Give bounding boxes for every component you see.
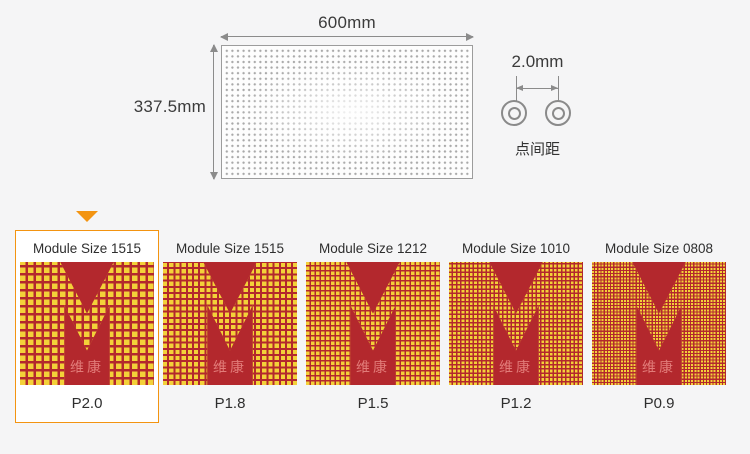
module-card-p2-0[interactable]: Module Size 1515 维康 P2.0 xyxy=(20,240,154,413)
width-dimension-label: 600mm xyxy=(318,13,376,32)
module-title: Module Size 1515 xyxy=(32,241,142,256)
pitch-label: P1.5 xyxy=(357,395,389,412)
height-arrow xyxy=(209,44,218,180)
pitch-label: P0.9 xyxy=(643,395,675,412)
watermark-text: 维康 xyxy=(70,360,104,376)
pitch-label: P2.0 xyxy=(71,395,103,412)
panel-highlight xyxy=(222,46,472,178)
watermark-text: 维康 xyxy=(356,360,390,376)
module-title: Module Size 1010 xyxy=(461,241,571,256)
height-dimension-label: 337.5mm xyxy=(133,97,206,116)
watermark-text: 维康 xyxy=(499,360,533,376)
pitch-tick-right xyxy=(558,76,559,102)
pitch-caption: 点间距 xyxy=(514,141,560,158)
watermark-text: 维康 xyxy=(213,360,247,376)
pitch-label: P1.8 xyxy=(214,395,246,412)
module-title: Module Size 1212 xyxy=(318,241,428,256)
module-card-p1-2[interactable]: Module Size 1010 维康 P1.2 xyxy=(449,240,583,413)
led-panel-graphic xyxy=(221,45,473,179)
led-dot-icon xyxy=(501,100,527,126)
module-card-p0-9[interactable]: Module Size 0808 维康 P0.9 xyxy=(592,240,726,413)
module-title: Module Size 0808 xyxy=(604,241,714,256)
led-dot-icon xyxy=(545,100,571,126)
pitch-label: P1.2 xyxy=(500,395,532,412)
pitch-value-label: 2.0mm xyxy=(511,52,564,71)
module-card-p1-5[interactable]: Module Size 1212 维康 P1.5 xyxy=(306,240,440,413)
module-image: 维康 xyxy=(449,262,583,385)
module-image: 维康 xyxy=(20,262,154,385)
pixel-pitch-diagram: 2.0mm 点间距 xyxy=(495,52,580,158)
module-card-p1-8[interactable]: Module Size 1515 维康 P1.8 xyxy=(163,240,297,413)
module-image: 维康 xyxy=(163,262,297,385)
pitch-arrow xyxy=(516,85,558,91)
module-image: 维康 xyxy=(592,262,726,385)
selected-indicator-triangle-icon xyxy=(76,211,98,222)
module-image: 维康 xyxy=(306,262,440,385)
module-title: Module Size 1515 xyxy=(175,241,285,256)
watermark-text: 维康 xyxy=(642,360,676,376)
width-arrow xyxy=(220,32,474,41)
